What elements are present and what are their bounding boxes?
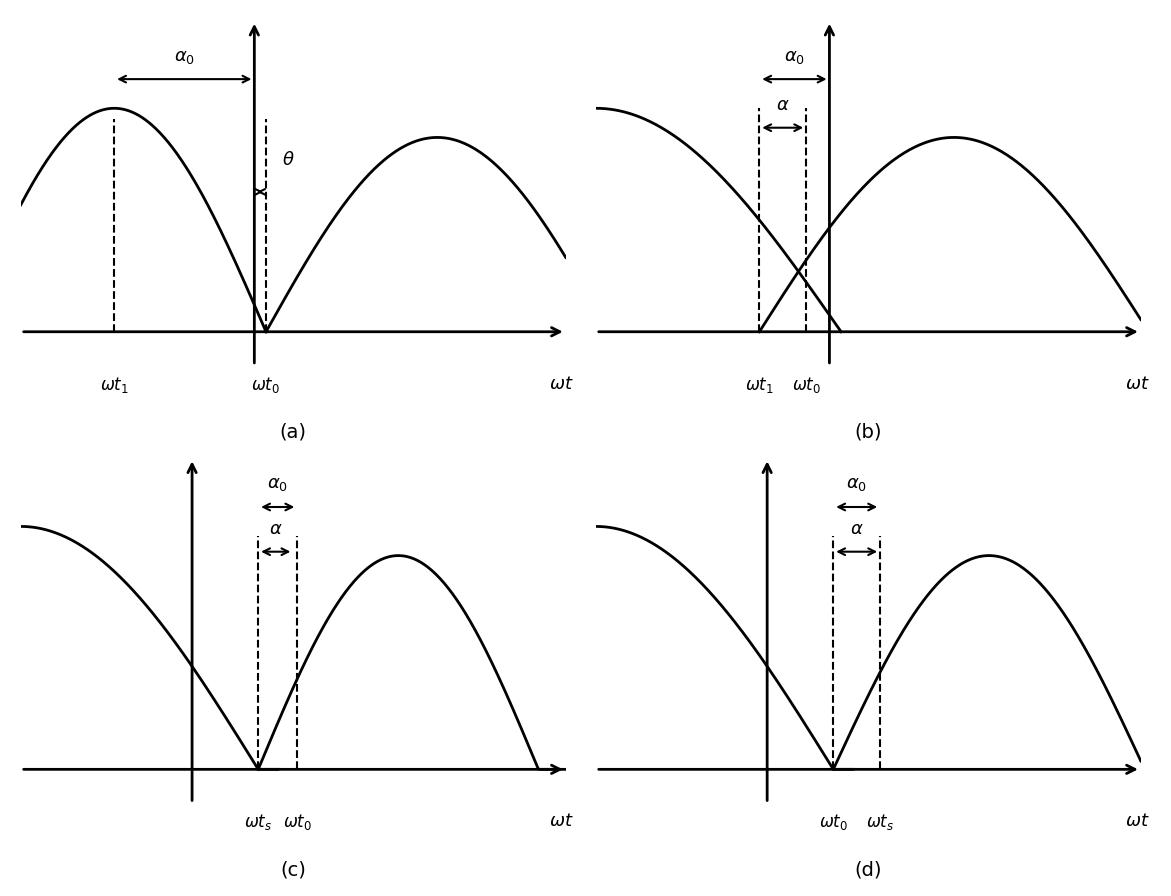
Text: $\alpha_0$: $\alpha_0$ (267, 476, 288, 494)
Text: $\omega t_s$: $\omega t_s$ (865, 812, 895, 832)
Text: $\omega t$: $\omega t$ (549, 375, 574, 392)
Text: $\theta$: $\theta$ (281, 151, 294, 168)
Text: $\alpha$: $\alpha$ (776, 96, 789, 114)
Text: (a): (a) (280, 423, 307, 442)
Text: $\omega t$: $\omega t$ (1124, 812, 1149, 830)
Text: $\alpha_0$: $\alpha_0$ (847, 476, 868, 494)
Text: $\omega t_0$: $\omega t_0$ (792, 375, 821, 394)
Text: $\alpha_0$: $\alpha_0$ (173, 47, 194, 65)
Text: $\alpha$: $\alpha$ (269, 520, 282, 538)
Text: (b): (b) (855, 423, 882, 442)
Text: $\omega t_0$: $\omega t_0$ (252, 375, 281, 394)
Text: $\omega t_1$: $\omega t_1$ (100, 375, 129, 394)
Text: (c): (c) (280, 860, 306, 879)
Text: (d): (d) (855, 860, 882, 879)
Text: $\omega t_1$: $\omega t_1$ (745, 375, 774, 394)
Text: $\omega t$: $\omega t$ (549, 812, 574, 830)
Text: $\omega t_s$: $\omega t_s$ (244, 812, 273, 832)
Text: $\omega t$: $\omega t$ (1124, 375, 1149, 392)
Text: $\omega t_0$: $\omega t_0$ (819, 812, 848, 832)
Text: $\alpha_0$: $\alpha_0$ (783, 47, 804, 65)
Text: $\omega t_0$: $\omega t_0$ (282, 812, 311, 832)
Text: $\alpha$: $\alpha$ (850, 520, 863, 538)
